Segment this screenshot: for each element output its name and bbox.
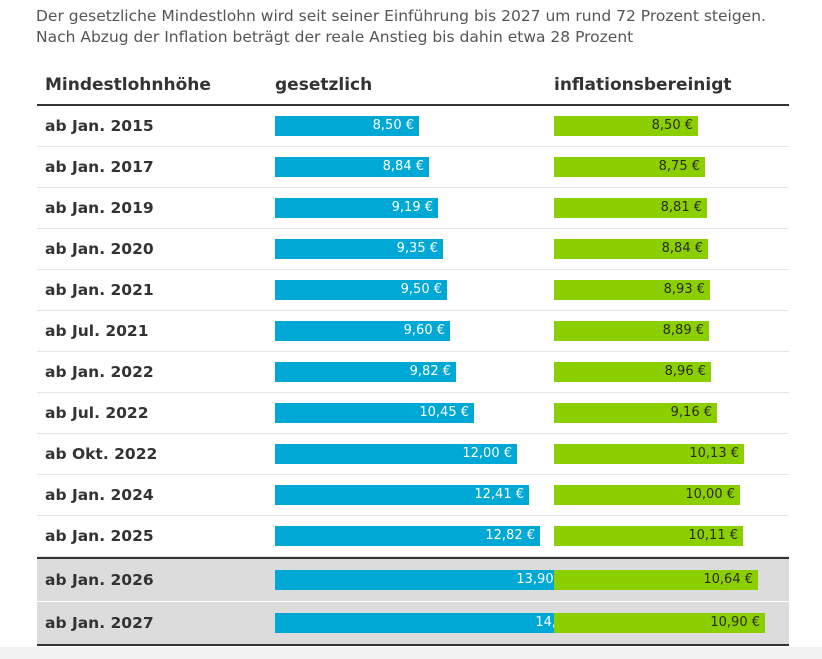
table-row: ab Jul. 2021 9,60 € 8,89 € <box>37 311 789 352</box>
row-label: ab Jul. 2021 <box>45 322 149 340</box>
real-bar: 10,13 € <box>554 444 744 464</box>
table-row: ab Jan. 2026 13,90 €10,64 € <box>37 557 789 602</box>
row-label: ab Jan. 2017 <box>45 158 154 176</box>
header-real-column: inflationsbereinigt <box>554 75 732 95</box>
nominal-bar: 9,82 € <box>275 362 456 382</box>
table-row: ab Jan. 2021 9,50 € 8,93 € <box>37 270 789 311</box>
real-bar: 10,90 € <box>554 613 765 633</box>
nominal-bar: 8,84 € <box>275 157 429 177</box>
real-bar: 8,96 € <box>554 362 711 382</box>
nominal-bar: 9,50 € <box>275 280 447 300</box>
row-label: ab Jan. 2024 <box>45 486 154 504</box>
nominal-bar: 14,60 € <box>275 613 590 633</box>
table-row: ab Jan. 2017 8,84 € 8,75 € <box>37 147 789 188</box>
row-label: ab Jan. 2020 <box>45 240 154 258</box>
real-bar: 10,11 € <box>554 526 743 546</box>
subtitle-line-1: Der gesetzliche Mindestlohn wird seit se… <box>36 7 766 25</box>
nominal-bar: 10,45 € <box>275 403 474 423</box>
nominal-bar: 12,41 € <box>275 485 529 505</box>
header-nominal-column: gesetzlich <box>275 75 373 95</box>
table-row: ab Jan. 2024 12,41 € 10,00 € <box>37 475 789 516</box>
bottom-edge <box>0 647 822 659</box>
real-bar: 8,84 € <box>554 239 708 259</box>
row-label: ab Jan. 2027 <box>45 614 154 632</box>
subtitle-line-2: Nach Abzug der Inflation beträgt der rea… <box>36 28 634 46</box>
nominal-bar: 9,35 € <box>275 239 443 259</box>
real-bar: 9,16 € <box>554 403 717 423</box>
table-row: ab Jan. 2015 8,50 € 8,50 € <box>37 106 789 147</box>
table-header: Mindestlohnhöhe gesetzlich inflationsber… <box>37 66 789 106</box>
row-label: ab Okt. 2022 <box>45 445 158 463</box>
row-label: ab Jan. 2026 <box>45 571 154 589</box>
header-label-column: Mindestlohnhöhe <box>45 75 211 95</box>
real-bar: 10,00 € <box>554 485 740 505</box>
row-label: ab Jul. 2022 <box>45 404 149 422</box>
real-bar: 8,81 € <box>554 198 707 218</box>
wage-table: Mindestlohnhöhe gesetzlich inflationsber… <box>37 66 789 646</box>
table-row: ab Jan. 2022 9,82 € 8,96 € <box>37 352 789 393</box>
nominal-bar: 9,19 € <box>275 198 438 218</box>
chart-subtitle: Der gesetzliche Mindestlohn wird seit se… <box>36 6 806 48</box>
nominal-bar: 12,00 € <box>275 444 517 464</box>
row-label: ab Jan. 2015 <box>45 117 154 135</box>
table-row: ab Jul. 2022 10,45 € 9,16 € <box>37 393 789 434</box>
nominal-bar: 13,90 € <box>275 570 571 590</box>
real-bar: 8,50 € <box>554 116 698 136</box>
real-bar: 8,89 € <box>554 321 709 341</box>
nominal-bar: 9,60 € <box>275 321 450 341</box>
table-row: ab Jan. 2025 12,82 € 10,11 € <box>37 516 789 557</box>
table-row: ab Okt. 2022 12,00 € 10,13 € <box>37 434 789 475</box>
table-row: ab Jan. 2020 9,35 € 8,84 € <box>37 229 789 270</box>
table-row: ab Jan. 2019 9,19 € 8,81 € <box>37 188 789 229</box>
table-row: ab Jan. 2027 14,60 €10,90 € <box>37 602 789 646</box>
row-label: ab Jan. 2022 <box>45 363 154 381</box>
row-label: ab Jan. 2021 <box>45 281 154 299</box>
real-bar: 10,64 € <box>554 570 758 590</box>
nominal-bar: 12,82 € <box>275 526 540 546</box>
table-body: ab Jan. 2015 8,50 € 8,50 € ab Jan. 2017 8,84… <box>37 106 789 646</box>
nominal-bar: 8,50 € <box>275 116 419 136</box>
row-label: ab Jan. 2019 <box>45 199 154 217</box>
real-bar: 8,75 € <box>554 157 705 177</box>
real-bar: 8,93 € <box>554 280 710 300</box>
row-label: ab Jan. 2025 <box>45 527 154 545</box>
